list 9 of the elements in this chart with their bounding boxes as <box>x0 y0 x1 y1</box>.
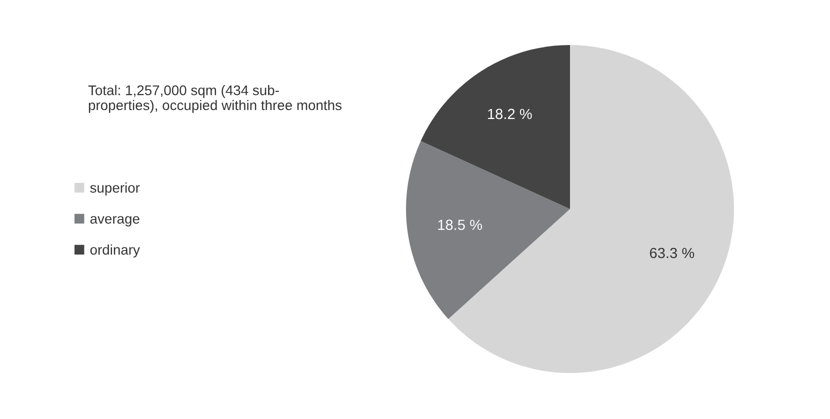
legend-label: ordinary <box>90 244 140 258</box>
data-label: 18.5 % <box>438 220 482 230</box>
text: Total: 1,257,000 sqm (434 sub- properties), occupied within three months <box>88 85 342 113</box>
pie-slice <box>420 45 570 209</box>
pie-slice <box>406 141 570 319</box>
data-label: 63.3 % <box>650 248 694 258</box>
data-label: 18.2 % <box>488 108 532 120</box>
legend-label: average <box>90 216 140 226</box>
legend-label: superior <box>90 182 140 196</box>
